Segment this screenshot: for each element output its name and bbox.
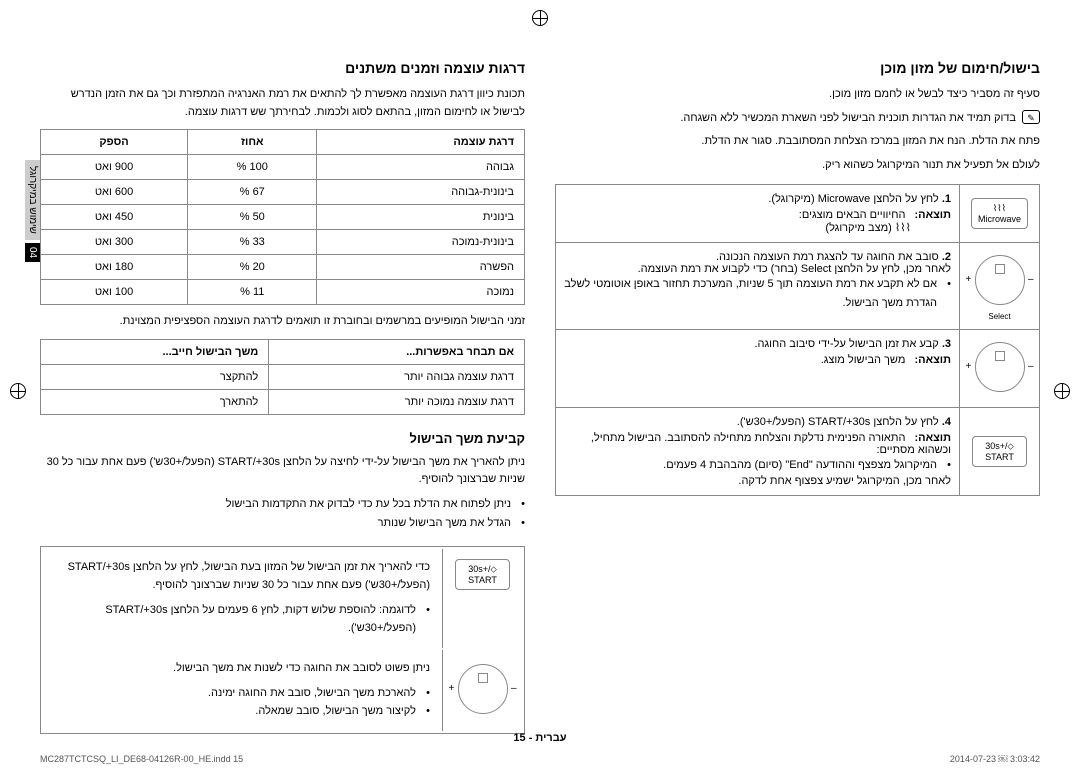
step-bullet: אם לא תקבע את רמת העוצמה תוך 5 שניות, המ… — [564, 275, 951, 312]
step-row: Select 2. סובב את החוגה עד להצגת רמת העו… — [556, 243, 1040, 330]
warning-empty: לעולם אל תפעיל את תנור המיקרוגל כשהוא רי… — [555, 157, 1040, 175]
page-number: עברית - 15 — [0, 732, 1080, 744]
step-row: ⬦/+30s START 4. לחץ על הלחצן START/+30s … — [556, 408, 1040, 496]
th-then: משך הבישול חייב... — [41, 339, 269, 364]
step-number: 4. — [942, 416, 951, 428]
step-text: סובב את החוגה עד להצגת רמת העוצמה הנכונה… — [716, 251, 939, 263]
cell: בינונית-נמוכה — [317, 230, 525, 255]
cell: 900 ואט — [41, 155, 188, 180]
left-column: דרגות עוצמה וזמנים משתנים תכונת כיוון דר… — [40, 60, 525, 670]
cell: בינונית — [317, 205, 525, 230]
cell: הפשרה — [317, 255, 525, 280]
cell: 100 % — [188, 155, 317, 180]
steps-table: ⌇⌇⌇ Microwave 1. לחץ על הלחצן Microwave … — [555, 184, 1040, 496]
cell: להתקצר — [41, 364, 269, 389]
bullet-check: ניתן לפתוח את הדלת בכל עת כדי לבדוק את ה… — [40, 495, 525, 514]
result-text: משך הבישול מוצג. — [821, 354, 906, 366]
step-row: ⌇⌇⌇ Microwave 1. לחץ על הלחצן Microwave … — [556, 185, 1040, 243]
note-icon: ✎ — [1022, 110, 1040, 124]
step-text-2: לאחר מכן, לחץ על הלחצן Select (בחר) כדי … — [638, 263, 951, 275]
th-level: דרגת עוצמה — [317, 130, 525, 155]
th-output: הספק — [41, 130, 188, 155]
step-bullet: המיקרוגל מצפצף וההודעה "End" (סיום) מהבה… — [564, 456, 951, 475]
footer: עברית - 15 MC287TCTCSQ_LI_DE68-04126R-00… — [0, 732, 1080, 764]
cell: דרגת עוצמה גבוהה יותר — [269, 364, 525, 389]
heading-duration: קביעת משך הבישול — [40, 431, 525, 446]
bullet-extend: הגדל את משך הבישול שנותר — [40, 514, 525, 533]
step-tail: לאחר מכן, המיקרוגל ישמיע צפצוף אחת לדקה. — [738, 475, 951, 487]
side-tab-label: שימוש במיקרוגל — [25, 160, 40, 240]
step-text: לחץ על הלחצן START/+30s (הפעל/+30ש'). — [737, 416, 939, 428]
cell: 33 % — [188, 230, 317, 255]
result-label: תוצאה: — [914, 354, 951, 366]
step-text: קבע את זמן הבישול על-ידי סיבוב החוגה. — [754, 338, 938, 350]
pref-table: אם תבחר באפשרות... משך הבישול חייב... דר… — [40, 339, 525, 415]
duration-intro: ניתן להאריך את משך הבישול על-ידי לחיצה ע… — [40, 454, 525, 489]
th-percent: אחוז — [188, 130, 317, 155]
cell: 20 % — [188, 255, 317, 280]
step-number: 3. — [942, 338, 951, 350]
cell: 300 ואט — [41, 230, 188, 255]
tip-box: ⬦/+30s START כדי להאריך את זמן הבישול של… — [40, 546, 525, 734]
cell: נמוכה — [317, 280, 525, 305]
side-tab-num: 04 — [25, 243, 40, 262]
result-label: תוצאה: — [914, 209, 951, 221]
right-column: בישול/חימום של מזון מוכן סעיף זה מסביר כ… — [555, 60, 1040, 670]
cell: 100 ואט — [41, 280, 188, 305]
step-number: 1. — [942, 193, 951, 205]
knob-icon — [458, 664, 508, 714]
power-table: דרגת עוצמה אחוז הספק גבוהה100 %900 ואט ב… — [40, 129, 525, 305]
tip2-line1: ניתן פשוט לסובב את החוגה כדי לשנות את מש… — [53, 660, 430, 678]
heading-power: דרגות עוצמה וזמנים משתנים — [40, 60, 525, 76]
start-button-icon: ⬦/+30s START — [972, 436, 1027, 467]
footer-date: 2014-07-23 ￼ 3:03:42 — [950, 754, 1040, 764]
knob-icon — [975, 255, 1025, 305]
cell: להתארך — [41, 389, 269, 414]
cell: דרגת עוצמה נמוכה יותר — [269, 389, 525, 414]
result-text: התאורה הפנימית נדלקת והצלחת מתחילה להסתו… — [591, 432, 951, 456]
cell: 450 ואט — [41, 205, 188, 230]
cell: 50 % — [188, 205, 317, 230]
result-text: החיוויים הבאים מוצגים: — [799, 209, 906, 221]
instruction-open: פתח את הדלת. הנח את המזון במרכז הצלחת המ… — [555, 133, 1040, 151]
heading-cooking: בישול/חימום של מזון מוכן — [555, 60, 1040, 76]
power-intro: תכונת כיוון דרגת העוצמה מאפשרת לך להתאים… — [40, 86, 525, 121]
step-row: 3. קבע את זמן הבישול על-ידי סיבוב החוגה.… — [556, 330, 1040, 408]
knob-icon — [975, 342, 1025, 392]
intro-text: סעיף זה מסביר כיצד לבשל או לחמם מזון מוכ… — [555, 86, 1040, 104]
microwave-button-icon: ⌇⌇⌇ Microwave — [971, 198, 1028, 229]
cell: בינונית-גבוהה — [317, 180, 525, 205]
tip1-line1: כדי להאריך את זמן הבישול של המזון בעת הב… — [53, 559, 430, 594]
select-label: Select — [968, 312, 1031, 321]
tip1-line2: לדוגמה: להוספת שלוש דקות, לחץ 6 פעמים על… — [53, 601, 430, 638]
step-text: לחץ על הלחצן Microwave (מיקרוגל). — [768, 193, 938, 205]
start-button-icon: ⬦/+30s START — [455, 559, 510, 590]
cell: 67 % — [188, 180, 317, 205]
side-tab: 04 שימוש במיקרוגל — [24, 160, 40, 262]
footer-file: MC287TCTCSQ_LI_DE68-04126R-00_HE.indd 15 — [40, 754, 243, 764]
note-text: בדוק תמיד את הגדרות תוכנית הבישול לפני ה… — [680, 110, 1016, 128]
tip2-b2: לקיצור משך הבישול, סובב שמאלה. — [53, 702, 430, 721]
cell: 180 ואט — [41, 255, 188, 280]
th-if: אם תבחר באפשרות... — [269, 339, 525, 364]
step-number: 2. — [942, 251, 951, 263]
result-text-2: ⌇⌇⌇ (מצב מיקרוגל) — [825, 222, 951, 234]
result-label: תוצאה: — [914, 432, 951, 444]
cell: גבוהה — [317, 155, 525, 180]
tip2-b1: להארכת משך הבישול, סובב את החוגה ימינה. — [53, 684, 430, 703]
cell: 600 ואט — [41, 180, 188, 205]
times-note: זמני הבישול המופיעים במרשמים ובחוברת זו … — [40, 313, 525, 331]
cell: 11 % — [188, 280, 317, 305]
